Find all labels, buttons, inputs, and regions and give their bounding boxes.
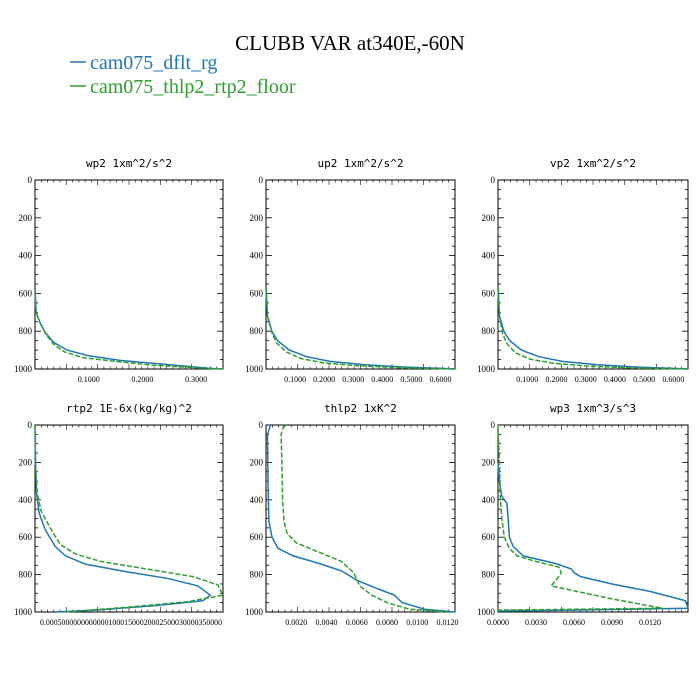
series-line-1 — [280, 424, 448, 613]
series-line-0 — [266, 424, 456, 613]
x-tick-label: 0.5000 — [400, 375, 422, 384]
x-tick-label: 0.0020 — [285, 618, 307, 627]
panel-title: wp3 1xm^3/s^3 — [550, 402, 636, 415]
legend-entry-1: cam075_thlp2_rtp2_floor — [90, 76, 296, 98]
panel-title: wp2 1xm^2/s^2 — [86, 157, 172, 170]
x-tick-label: 0.0060 — [563, 618, 585, 627]
x-tick-label: 0.1000 — [516, 375, 538, 384]
y-tick-label: 200 — [250, 457, 264, 467]
x-tick-label: 0.0120 — [639, 618, 661, 627]
y-tick-label: 800 — [19, 570, 33, 580]
panels: wp2 1xm^2/s^2 0 200 400 600 800 1000 0.1000 0.20… — [14, 157, 690, 627]
y-tick-label: 400 — [250, 251, 264, 261]
x-tick-label: 0.6000 — [662, 375, 684, 384]
y-tick-label: 1000 — [245, 364, 264, 374]
series-line-1 — [497, 287, 689, 370]
panel-4: thlp2 1xK^2 0 200 400 600 800 1000 0.0020 0.0040… — [245, 402, 458, 627]
legend-entry-0: cam075_dflt_rg — [90, 52, 217, 74]
y-tick-label: 400 — [19, 251, 33, 261]
legend: cam075_dflt_rg cam075_thlp2_rtp2_floor — [70, 52, 296, 98]
panel-title: up2 1xm^2/s^2 — [317, 157, 403, 170]
x-tick-label: 0.5000 — [633, 375, 655, 384]
y-tick-label: 1000 — [245, 607, 264, 617]
panel-title: rtp2 1E-6x(kg/kg)^2 — [66, 402, 192, 415]
y-tick-label: 1000 — [14, 364, 33, 374]
series-line-0 — [34, 424, 212, 613]
y-tick-label: 800 — [482, 326, 496, 336]
x-tick-label: 0.0060 — [346, 618, 368, 627]
plot-frame — [497, 179, 689, 370]
y-tick-label: 600 — [250, 532, 264, 542]
y-tick-label: 200 — [250, 213, 264, 223]
x-tick-label: 0.1000 — [284, 375, 306, 384]
x-tick-label: 0.00050000000000001000150002000250003000… — [40, 618, 222, 627]
y-tick-label: 200 — [19, 457, 33, 467]
series-line-0 — [34, 289, 218, 370]
plot-frame — [265, 424, 456, 613]
figure-title: CLUBB VAR at340E,-60N — [235, 31, 465, 55]
panel-1: up2 1xm^2/s^2 0 200 400 600 800 1000 0.1000 0.20… — [245, 157, 456, 384]
panel-title: thlp2 1xK^2 — [324, 402, 397, 415]
y-tick-label: 0 — [259, 175, 264, 185]
x-tick-label: 0.0120 — [436, 618, 458, 627]
x-tick-label: 0.3000 — [342, 375, 364, 384]
y-tick-label: 1000 — [14, 607, 33, 617]
y-tick-label: 0 — [28, 420, 33, 430]
y-tick-label: 800 — [19, 326, 33, 336]
y-tick-label: 0 — [491, 175, 496, 185]
y-tick-label: 200 — [482, 457, 496, 467]
y-tick-label: 400 — [482, 251, 496, 261]
y-tick-label: 800 — [250, 570, 264, 580]
y-tick-label: 1000 — [477, 364, 496, 374]
x-tick-label: 0.2000 — [545, 375, 567, 384]
x-tick-label: 0.4000 — [371, 375, 393, 384]
series-line-1 — [497, 424, 663, 612]
y-tick-label: 0 — [259, 420, 264, 430]
x-tick-label: 0.3000 — [575, 375, 597, 384]
series-line-0 — [265, 287, 456, 370]
x-tick-label: 0.1000 — [78, 375, 100, 384]
y-tick-label: 400 — [482, 495, 496, 505]
x-tick-label: 0.2000 — [313, 375, 335, 384]
panel-3: rtp2 1E-6x(kg/kg)^2 0 200 400 600 800 1000 0.00… — [14, 402, 225, 627]
plot-frame — [34, 179, 224, 370]
y-tick-label: 600 — [19, 532, 33, 542]
y-tick-label: 0 — [28, 175, 33, 185]
y-tick-label: 400 — [250, 495, 264, 505]
y-tick-label: 600 — [482, 288, 496, 298]
x-tick-label: 0.4000 — [604, 375, 626, 384]
y-tick-label: 1000 — [477, 607, 496, 617]
series-line-1 — [34, 289, 224, 370]
x-tick-label: 0.0080 — [376, 618, 398, 627]
y-tick-label: 400 — [19, 495, 33, 505]
x-tick-label: 0.0040 — [315, 618, 337, 627]
plot-frame — [265, 179, 456, 370]
y-tick-label: 600 — [250, 288, 264, 298]
plot-frame — [34, 424, 224, 613]
y-tick-label: 0 — [491, 420, 496, 430]
y-tick-label: 200 — [19, 213, 33, 223]
y-tick-label: 600 — [19, 288, 33, 298]
x-tick-label: 0.3000 — [185, 375, 207, 384]
series-line-1 — [265, 287, 456, 370]
y-tick-label: 200 — [482, 213, 496, 223]
series-line-1 — [34, 424, 225, 613]
x-tick-label: 0.0090 — [601, 618, 623, 627]
x-tick-label: 0.6000 — [429, 375, 451, 384]
panel-2: vp2 1xm^2/s^2 0 200 400 600 800 1000 0.1000 0.20… — [477, 157, 689, 384]
panel-0: wp2 1xm^2/s^2 0 200 400 600 800 1000 0.1000 0.20… — [14, 157, 224, 384]
series-line-0 — [497, 462, 690, 612]
x-tick-label: 0.0030 — [525, 618, 547, 627]
y-tick-label: 600 — [482, 532, 496, 542]
plot-frame — [497, 424, 689, 613]
x-tick-label: 0.2000 — [131, 375, 153, 384]
panel-title: vp2 1xm^2/s^2 — [550, 157, 636, 170]
y-tick-label: 800 — [250, 326, 264, 336]
x-tick-label: 0.0100 — [406, 618, 428, 627]
x-tick-label: 0.0000 — [487, 618, 509, 627]
y-tick-label: 800 — [482, 570, 496, 580]
